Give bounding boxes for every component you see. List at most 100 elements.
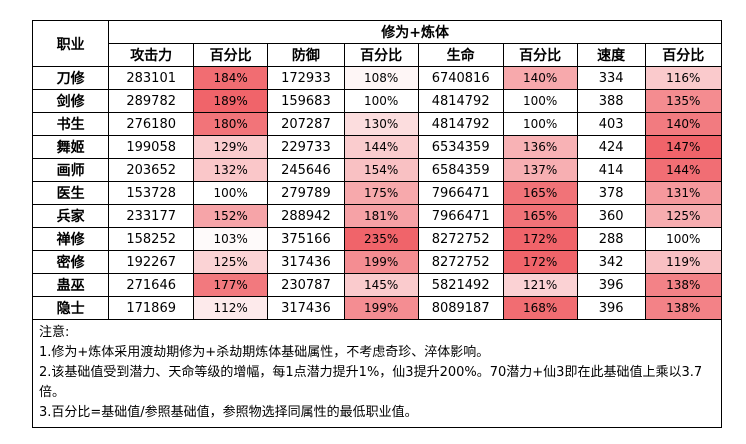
row-header-role: 职业 bbox=[31, 20, 110, 67]
table-row: 刀修 283101 184% 172933 108% 6740816 140% 334 116% bbox=[31, 66, 723, 90]
value-cell: 4814792 bbox=[417, 112, 504, 136]
value-cell: 153728 bbox=[108, 181, 195, 205]
percent-cell: 129% bbox=[193, 135, 269, 159]
value-cell: 378 bbox=[576, 181, 646, 205]
value-cell: 207287 bbox=[267, 112, 345, 136]
percent-cell: 152% bbox=[193, 204, 269, 228]
table-body: 刀修 283101 184% 172933 108% 6740816 140% 334 116%… bbox=[31, 66, 723, 320]
value-cell: 192267 bbox=[108, 250, 195, 274]
percent-cell: 125% bbox=[644, 204, 723, 228]
percent-cell: 125% bbox=[193, 250, 269, 274]
table-row: 兵家 233177 152% 288942 181% 7966471 165% 360 125% bbox=[31, 204, 723, 228]
value-cell: 342 bbox=[576, 250, 646, 274]
percent-cell: 100% bbox=[343, 89, 419, 113]
value-cell: 203652 bbox=[108, 158, 195, 182]
stats-table: 职业 修为+炼体 攻击力 百分比 防御 百分比 生命 百分比 速度 百分比 刀修 283101 1… bbox=[31, 20, 723, 320]
table-row: 医生 153728 100% 279789 175% 7966471 165% 378 131% bbox=[31, 181, 723, 205]
table-row: 隐士 171869 112% 317436 199% 8089187 168% 396 138% bbox=[31, 296, 723, 320]
value-cell: 424 bbox=[576, 135, 646, 159]
note-line: 3.百分比=基础值/参照基础值，参照物选择同属性的最低职业值。 bbox=[39, 405, 418, 420]
value-cell: 317436 bbox=[267, 296, 345, 320]
role-cell: 医生 bbox=[31, 181, 110, 205]
column-header: 百分比 bbox=[644, 43, 723, 67]
value-cell: 158252 bbox=[108, 227, 195, 251]
column-header: 攻击力 bbox=[108, 43, 195, 67]
role-cell: 禅修 bbox=[31, 227, 110, 251]
value-cell: 4814792 bbox=[417, 89, 504, 113]
percent-cell: 145% bbox=[343, 273, 419, 297]
percent-cell: 144% bbox=[343, 135, 419, 159]
value-cell: 230787 bbox=[267, 273, 345, 297]
value-cell: 289782 bbox=[108, 89, 195, 113]
percent-cell: 140% bbox=[644, 112, 723, 136]
value-cell: 8089187 bbox=[417, 296, 504, 320]
role-cell: 舞姬 bbox=[31, 135, 110, 159]
percent-cell: 132% bbox=[193, 158, 269, 182]
value-cell: 7966471 bbox=[417, 204, 504, 228]
role-cell: 书生 bbox=[31, 112, 110, 136]
percent-cell: 172% bbox=[502, 227, 578, 251]
column-header: 生命 bbox=[417, 43, 504, 67]
role-cell: 剑修 bbox=[31, 89, 110, 113]
role-cell: 画师 bbox=[31, 158, 110, 182]
table-row: 禅修 158252 103% 375166 235% 8272752 172% 288 100% bbox=[31, 227, 723, 251]
note-line: 1.修为+炼体采用渡劫期修为+杀劫期炼体基础属性，不考虑奇珍、淬体影响。 bbox=[39, 345, 490, 360]
value-cell: 288 bbox=[576, 227, 646, 251]
percent-cell: 108% bbox=[343, 66, 419, 90]
value-cell: 245646 bbox=[267, 158, 345, 182]
column-header: 百分比 bbox=[343, 43, 419, 67]
percent-cell: 135% bbox=[644, 89, 723, 113]
table-row: 蛊巫 271646 177% 230787 145% 5821492 121% 396 138% bbox=[31, 273, 723, 297]
value-cell: 334 bbox=[576, 66, 646, 90]
value-cell: 388 bbox=[576, 89, 646, 113]
table-row: 书生 276180 180% 207287 130% 4814792 100% 403 140% bbox=[31, 112, 723, 136]
value-cell: 233177 bbox=[108, 204, 195, 228]
value-cell: 288942 bbox=[267, 204, 345, 228]
percent-cell: 103% bbox=[193, 227, 269, 251]
value-cell: 159683 bbox=[267, 89, 345, 113]
percent-cell: 100% bbox=[502, 89, 578, 113]
percent-cell: 189% bbox=[193, 89, 269, 113]
column-header-row: 攻击力 百分比 防御 百分比 生命 百分比 速度 百分比 bbox=[33, 43, 723, 67]
value-cell: 396 bbox=[576, 273, 646, 297]
role-cell: 密修 bbox=[31, 250, 110, 274]
value-cell: 279789 bbox=[267, 181, 345, 205]
percent-cell: 136% bbox=[502, 135, 578, 159]
percent-cell: 147% bbox=[644, 135, 723, 159]
column-header: 速度 bbox=[576, 43, 646, 67]
table-row: 剑修 289782 189% 159683 100% 4814792 100% 388 135% bbox=[31, 89, 723, 113]
percent-cell: 119% bbox=[644, 250, 723, 274]
role-cell: 蛊巫 bbox=[31, 273, 110, 297]
value-cell: 317436 bbox=[267, 250, 345, 274]
value-cell: 199058 bbox=[108, 135, 195, 159]
percent-cell: 144% bbox=[644, 158, 723, 182]
notes-box: 注意: 1.修为+炼体采用渡劫期修为+杀劫期炼体基础属性，不考虑奇珍、淬体影响。 2… bbox=[32, 320, 722, 428]
role-cell: 刀修 bbox=[31, 66, 110, 90]
percent-cell: 165% bbox=[502, 204, 578, 228]
value-cell: 5821492 bbox=[417, 273, 504, 297]
value-cell: 403 bbox=[576, 112, 646, 136]
percent-cell: 137% bbox=[502, 158, 578, 182]
table-row: 画师 203652 132% 245646 154% 6584359 137% 414 144% bbox=[31, 158, 723, 182]
percent-cell: 154% bbox=[343, 158, 419, 182]
notes-title: 注意: bbox=[39, 325, 70, 340]
value-cell: 171869 bbox=[108, 296, 195, 320]
column-header: 防御 bbox=[267, 43, 345, 67]
percent-cell: 100% bbox=[644, 227, 723, 251]
value-cell: 375166 bbox=[267, 227, 345, 251]
value-cell: 229733 bbox=[267, 135, 345, 159]
group-header: 修为+炼体 bbox=[108, 20, 722, 44]
percent-cell: 121% bbox=[502, 273, 578, 297]
percent-cell: 180% bbox=[193, 112, 269, 136]
value-cell: 276180 bbox=[108, 112, 195, 136]
percent-cell: 165% bbox=[502, 181, 578, 205]
value-cell: 283101 bbox=[108, 66, 195, 90]
percent-cell: 168% bbox=[502, 296, 578, 320]
role-cell: 兵家 bbox=[31, 204, 110, 228]
percent-cell: 235% bbox=[343, 227, 419, 251]
value-cell: 8272752 bbox=[417, 250, 504, 274]
percent-cell: 184% bbox=[193, 66, 269, 90]
percent-cell: 100% bbox=[502, 112, 578, 136]
value-cell: 6534359 bbox=[417, 135, 504, 159]
table-row: 舞姬 199058 129% 229733 144% 6534359 136% 424 147% bbox=[31, 135, 723, 159]
